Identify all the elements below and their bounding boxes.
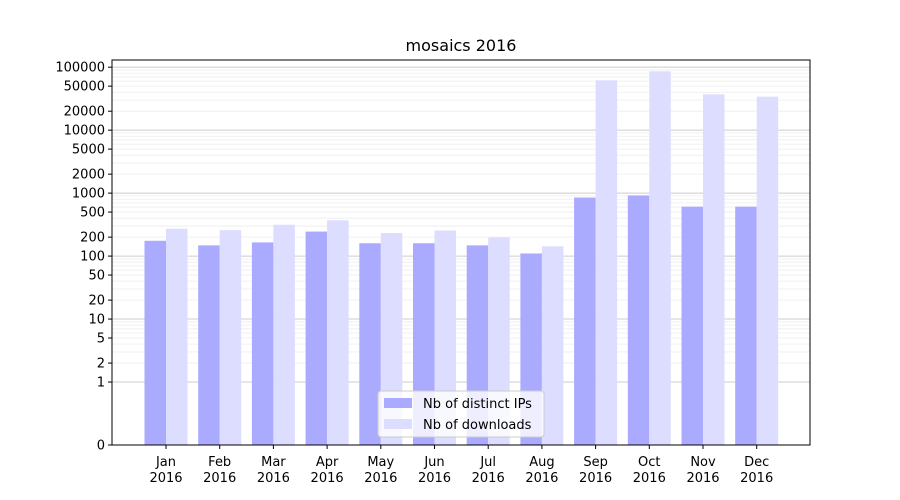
x-tick-label-year: 2016	[579, 471, 612, 486]
bar-distinct-ips	[735, 206, 757, 445]
x-tick-label-month: Oct	[638, 455, 660, 470]
y-tick-label: 50000	[64, 80, 105, 95]
bar-distinct-ips	[627, 195, 650, 445]
x-tick-label-year: 2016	[149, 471, 182, 486]
x-tick-label-year: 2016	[472, 471, 505, 486]
legend-label-ips: Nb of distinct IPs	[423, 397, 532, 412]
x-tick-label-month: Feb	[208, 455, 231, 470]
bar-downloads	[649, 71, 671, 445]
bar-downloads	[595, 80, 618, 446]
bar-distinct-ips	[251, 242, 274, 445]
y-tick-label: 200	[80, 231, 105, 246]
y-tick-label: 5000	[72, 143, 105, 158]
bar-downloads	[756, 96, 779, 446]
bar-distinct-ips	[305, 231, 328, 445]
x-tick-label-month: Dec	[744, 455, 769, 470]
x-tick-label-month: Sep	[583, 455, 608, 470]
x-tick-label-month: Aug	[529, 455, 554, 470]
plot-frame	[111, 59, 811, 446]
bar-downloads	[219, 230, 242, 445]
x-tick-label-year: 2016	[364, 471, 397, 486]
chart-title: mosaics 2016	[406, 36, 517, 55]
bar-distinct-ips	[681, 206, 703, 445]
bar-downloads	[327, 220, 349, 445]
y-tick-label: 2000	[72, 168, 105, 183]
bar-downloads	[541, 246, 564, 445]
bar-distinct-ips	[198, 245, 220, 445]
bar-downloads	[273, 224, 295, 445]
y-tick-label: 500	[80, 206, 105, 221]
y-tick-label: 5	[97, 332, 105, 347]
x-tick-label-year: 2016	[525, 471, 558, 486]
x-tick-label-month: Apr	[316, 455, 339, 470]
legend-label-downloads: Nb of downloads	[423, 418, 532, 433]
bars	[144, 71, 779, 446]
x-tick-label-month: Jul	[479, 455, 496, 470]
bar-downloads	[166, 228, 188, 445]
bar-distinct-ips	[359, 243, 381, 445]
y-tick-label: 20000	[64, 105, 105, 120]
bar-distinct-ips	[144, 240, 166, 445]
y-tick-label: 2	[97, 357, 105, 372]
x-tick-label-month: Mar	[261, 455, 286, 470]
y-tick-label: 50	[88, 269, 105, 284]
y-tick-label: 1	[97, 376, 105, 391]
x-tick-label-year: 2016	[418, 471, 451, 486]
x-tick-label-month: Jan	[155, 455, 176, 470]
x-tick-label-year: 2016	[740, 471, 773, 486]
x-tick-label-year: 2016	[633, 471, 666, 486]
bar-downloads	[703, 94, 725, 446]
legend: Nb of distinct IPs Nb of downloads	[377, 390, 545, 438]
x-tick-label-month: Jun	[423, 455, 444, 470]
x-axis: Jan2016Feb2016Mar2016Apr2016May2016Jun20…	[149, 445, 773, 486]
y-tick-label: 10	[88, 313, 105, 328]
x-tick-label-year: 2016	[686, 471, 719, 486]
legend-swatch-downloads	[384, 419, 412, 429]
x-tick-label-year: 2016	[311, 471, 344, 486]
y-tick-label: 100	[80, 250, 105, 265]
x-tick-label-year: 2016	[257, 471, 290, 486]
x-tick-label-year: 2016	[203, 471, 236, 486]
y-axis: 0 1 2 5 10 20 50 100 200 500 1000 2000 5000 10000 2000…	[55, 61, 112, 454]
y-tick-label: 100000	[55, 61, 105, 76]
y-tick-label: 0	[97, 439, 105, 454]
x-tick-label-month: Nov	[690, 455, 716, 470]
bar-distinct-ips	[574, 197, 596, 445]
y-tick-label: 20	[88, 294, 105, 309]
legend-box	[377, 390, 545, 438]
legend-swatch-ips	[384, 398, 412, 408]
y-tick-label: 1000	[72, 187, 105, 202]
x-tick-label-month: May	[367, 455, 394, 470]
y-tick-label: 10000	[64, 124, 105, 139]
